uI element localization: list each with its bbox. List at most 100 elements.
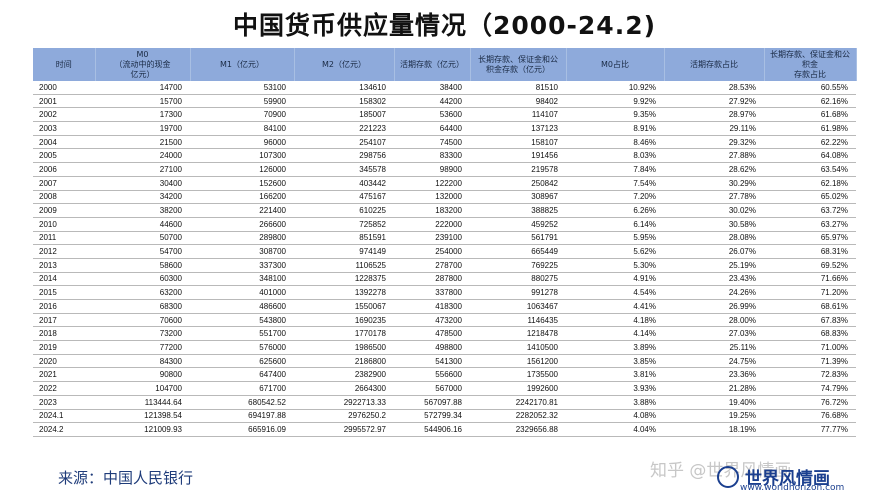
value-cell: 625600 [190,354,294,369]
value-cell: 96000 [190,135,294,150]
value-cell: 567097.88 [394,395,470,410]
year-cell: 2024.1 [33,409,95,424]
year-cell: 2009 [33,203,95,218]
value-cell: 62.16% [764,94,856,109]
value-cell: 459252 [470,217,566,232]
value-cell: 254107 [294,135,394,150]
year-cell: 2023 [33,395,95,410]
table-row: 2008 34200 166200 475167 132000 308967 7.20% 27… [33,190,856,205]
brand-watermark-logo: 世界风情画 www.worldhorizon.com [715,464,875,494]
table-header-row: 时间 M0 （流动中的现金 亿元） M1（亿元） M2（亿元） 活期存款（亿元） 长期存款… [33,48,857,81]
value-cell: 665916.09 [190,422,294,437]
value-cell: 64.08% [764,148,856,164]
table-row: 2022 104700 671700 2664300 567000 1992600 3.93… [33,381,856,396]
value-cell: 60300 [95,272,190,287]
value-cell: 98402 [470,94,566,109]
value-cell: 70600 [95,313,190,328]
column-header: M0 （流动中的现金 亿元） [95,48,191,81]
year-cell: 2017 [33,313,95,328]
money-supply-table-wrap: 时间 M0 （流动中的现金 亿元） M1（亿元） M2（亿元） 活期存款（亿元） 长期存款… [33,48,857,437]
table-row: 2005 24000 107300 298756 83300 191456 8.03% 27.… [33,148,856,164]
year-cell: 2006 [33,162,95,177]
value-cell: 14700 [95,81,190,95]
value-cell: 65.97% [764,231,856,246]
value-cell: 1986500 [294,340,394,355]
value-cell: 71.00% [764,340,856,355]
year-cell: 2015 [33,285,95,300]
value-cell: 221400 [190,203,294,218]
value-cell: 68.31% [764,244,856,259]
value-cell: 83300 [394,148,470,164]
value-cell: 725852 [294,217,394,232]
value-cell: 2186800 [294,354,394,369]
value-cell: 68300 [95,299,190,314]
value-cell: 561791 [470,231,566,246]
value-cell: 3.81% [566,367,664,383]
column-header: M2（亿元） [294,48,395,81]
value-cell: 65.02% [764,190,856,205]
value-cell: 50700 [95,231,190,246]
value-cell: 61.68% [764,107,856,123]
value-cell: 647400 [190,367,294,383]
value-cell: 556600 [394,367,470,383]
value-cell: 74500 [394,135,470,150]
value-cell: 680542.52 [190,395,294,410]
value-cell: 345578 [294,162,394,177]
value-cell: 3.88% [566,395,664,410]
value-cell: 2664300 [294,381,394,396]
value-cell: 6.26% [566,203,664,218]
value-cell: 10.92% [566,81,664,95]
value-cell: 694197.88 [190,409,294,424]
source-note: 来源：中国人民银行 [58,469,194,487]
value-cell: 76.72% [764,395,856,410]
value-cell: 4.14% [566,326,664,342]
value-cell: 1410500 [470,340,566,355]
value-cell: 19.25% [664,409,764,424]
value-cell: 28.97% [664,107,764,123]
year-cell: 2002 [33,107,95,123]
table-row: 2020 84300 625600 2186800 541300 1561200 3.85%… [33,354,856,369]
globe-icon [717,466,739,488]
value-cell: 4.41% [566,299,664,314]
value-cell: 610225 [294,203,394,218]
value-cell: 348100 [190,272,294,287]
value-cell: 1063467 [470,299,566,314]
value-cell: 287800 [394,272,470,287]
page-title: 中国货币供应量情况（2000-24.2) [232,11,657,40]
value-cell: 5.30% [566,258,664,273]
table-row: 2019 77200 576000 1986500 498800 1410500 3.89%… [33,340,856,355]
value-cell: 53600 [394,107,470,123]
value-cell: 28.62% [664,162,764,177]
value-cell: 4.91% [566,272,664,287]
value-cell: 9.92% [566,94,664,109]
value-cell: 17300 [95,107,190,123]
value-cell: 665449 [470,244,566,259]
value-cell: 26.99% [664,299,764,314]
value-cell: 28.00% [664,313,764,328]
value-cell: 3.85% [566,354,664,369]
value-cell: 8.03% [566,148,664,164]
value-cell: 2242170.81 [470,395,566,410]
year-cell: 2008 [33,190,95,205]
value-cell: 1770178 [294,326,394,342]
value-cell: 1561200 [470,354,566,369]
value-cell: 60.55% [764,81,856,95]
table-row: 2014 60300 348100 1228375 287800 880275 4.91% 2… [33,272,856,287]
value-cell: 4.18% [566,313,664,328]
value-cell: 3.89% [566,340,664,355]
value-cell: 98900 [394,162,470,177]
value-cell: 121009.93 [95,422,190,437]
value-cell: 38400 [394,81,470,95]
value-cell: 44200 [394,94,470,109]
value-cell: 126000 [190,162,294,177]
value-cell: 62.18% [764,176,856,191]
value-cell: 191456 [470,148,566,164]
value-cell: 121398.54 [95,409,190,424]
value-cell: 543800 [190,313,294,328]
table-row: 2012 54700 308700 974149 254000 665449 5.62% 26… [33,244,856,259]
value-cell: 567000 [394,381,470,396]
value-cell: 71.66% [764,272,856,287]
value-cell: 67.83% [764,313,856,328]
value-cell: 63200 [95,285,190,300]
value-cell: 59900 [190,94,294,109]
